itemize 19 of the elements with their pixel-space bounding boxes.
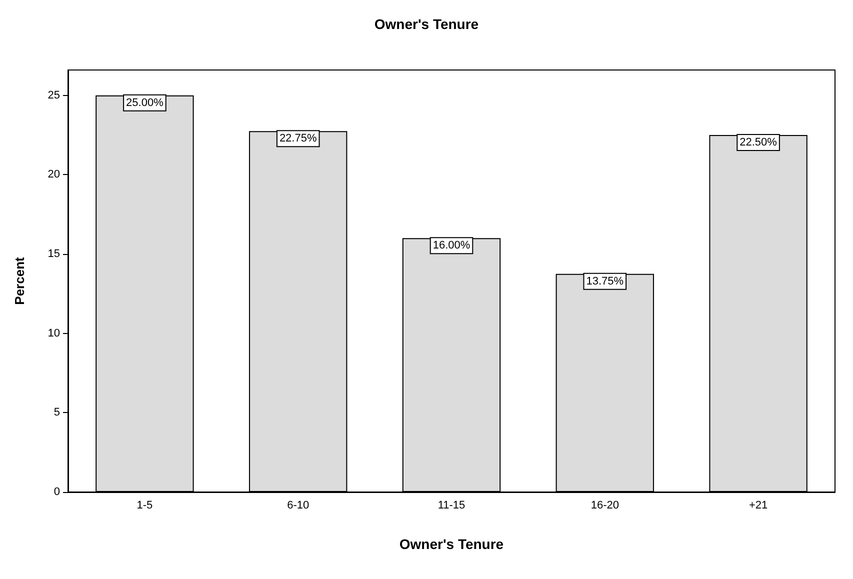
data-label: 25.00%	[126, 96, 164, 109]
y-tick-label: 0	[54, 486, 60, 498]
y-tick-label: 5	[54, 406, 60, 419]
x-axis-title: Owner's Tenure	[399, 536, 504, 552]
y-tick-label: 25	[48, 89, 60, 102]
x-tick-label: 1-5	[136, 500, 153, 512]
y-tick-label: 20	[48, 168, 60, 181]
y-axis-title: Percent	[12, 256, 27, 305]
y-tick-label: 15	[48, 248, 60, 260]
x-tick-label: 16-20	[590, 500, 619, 512]
x-tick-label: 6-10	[287, 500, 310, 512]
chart-title: Owner's Tenure	[374, 16, 479, 32]
data-label: 22.75%	[279, 132, 317, 145]
data-label: 16.00%	[432, 240, 470, 252]
data-label: 22.50%	[740, 136, 778, 149]
x-tick-label: +21	[748, 500, 768, 512]
data-label: 13.75%	[586, 275, 624, 288]
y-tick-label: 10	[48, 327, 60, 340]
x-tick-label: 11-15	[438, 500, 466, 512]
